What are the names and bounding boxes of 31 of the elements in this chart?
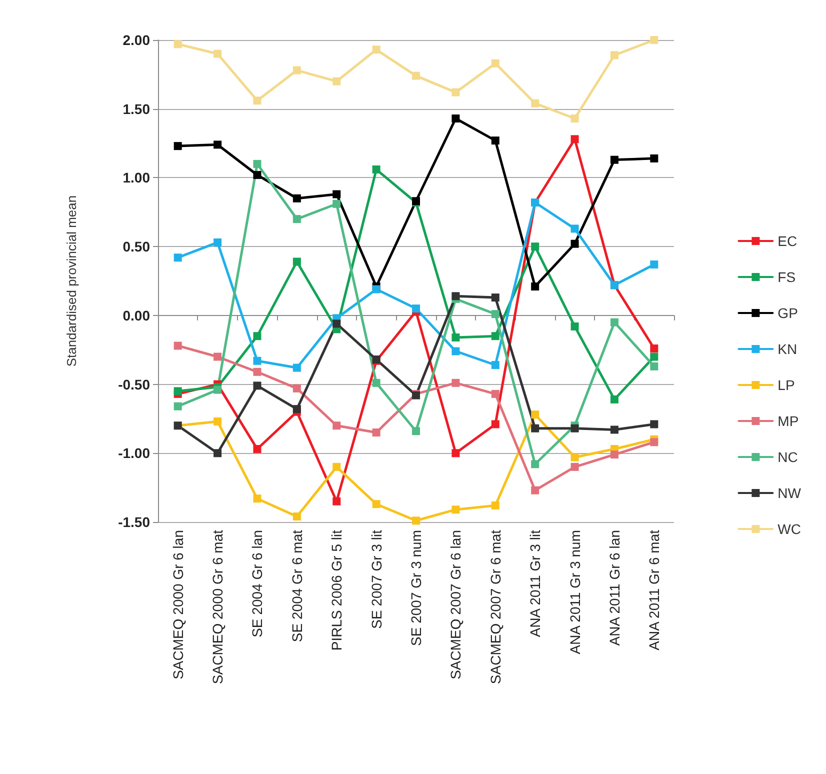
- x-tick-label: SE 2004 Gr 6 lan: [249, 530, 266, 638]
- x-tick-label: ANA 2011 Gr 6 mat: [646, 530, 662, 650]
- x-tick-label: SACMEQ 2007 Gr 6 mat: [487, 530, 504, 684]
- y-tick-label: 1.00: [122, 170, 150, 186]
- x-tick-label: SACMEQ 2000 Gr 6 lan: [170, 530, 186, 680]
- y-tick-label: 0.50: [122, 238, 150, 255]
- legend-label: WC: [778, 521, 802, 537]
- x-tick-label: ANA 2011 Gr 6 lan: [606, 530, 622, 646]
- legend-label: MP: [778, 413, 799, 429]
- y-tick-label: 2.00: [122, 32, 150, 48]
- x-tick-label: SACMEQ 2000 Gr 6 mat: [210, 530, 226, 684]
- x-tick-label: SACMEQ 2007 Gr 6 lan: [448, 530, 464, 680]
- legend-label: NC: [778, 449, 798, 465]
- legend-label: KN: [778, 341, 798, 357]
- y-tick-label: 1.50: [122, 100, 150, 117]
- x-tick-label: SE 2007 Gr 3 lit: [368, 530, 384, 629]
- x-tick-label: PIRLS 2006 Gr 5 lit: [328, 530, 345, 651]
- legend-label: NW: [778, 485, 802, 501]
- legend-label: GP: [778, 305, 798, 321]
- legend-label: FS: [778, 269, 796, 285]
- legend-label: EC: [778, 233, 798, 249]
- y-tick-label: -1.50: [118, 514, 150, 530]
- y-tick-label: -1.00: [118, 445, 150, 462]
- x-tick-label: ANA 2011 Gr 3 num: [566, 530, 583, 654]
- y-tick-label: 0.00: [122, 307, 150, 324]
- x-tick-label: SE 2004 Gr 6 mat: [288, 530, 305, 642]
- x-tick-label: SE 2007 Gr 3 num: [408, 530, 424, 646]
- legend-label: LP: [778, 377, 795, 393]
- y-axis-title: Standardised provincial mean: [64, 195, 79, 367]
- x-tick-label: ANA 2011 Gr 3 lit: [527, 530, 544, 638]
- y-tick-label: -0.50: [118, 376, 150, 392]
